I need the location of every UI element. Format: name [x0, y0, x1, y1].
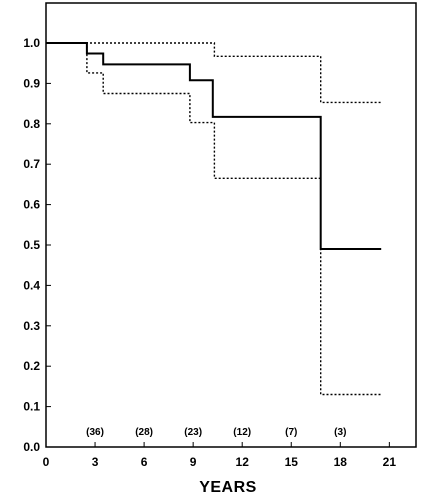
- risk-count-label: (36): [86, 427, 104, 438]
- y-tick-label: 0.3: [23, 319, 40, 333]
- y-tick-label: 0.8: [23, 117, 40, 131]
- y-tick-label: 0.4: [23, 278, 40, 292]
- plot-frame: [45, 2, 417, 448]
- y-axis: 0.0 0.1 0.2 0.3 0.4 0.5 0.6 0.7 0.8 0.9 1.0: [23, 36, 51, 454]
- confidence-bound-line: [46, 42, 382, 104]
- x-axis-title: YEARS: [199, 479, 257, 496]
- risk-count-label: (23): [184, 427, 202, 438]
- y-tick-label: 0.9: [23, 76, 40, 90]
- y-tick-label: 0.6: [23, 198, 40, 212]
- x-tick-label: 0: [43, 455, 50, 469]
- x-tick-label: 12: [236, 455, 250, 469]
- x-axis: 0 3 6 9 12 15 18 21: [43, 442, 397, 469]
- x-tick-label: 21: [383, 455, 397, 469]
- x-tick-label: 9: [190, 455, 197, 469]
- numbers-at-risk: (36) (28) (23) (12) (7) (3): [86, 427, 346, 438]
- x-tick-label: 18: [334, 455, 348, 469]
- x-tick-label: 6: [141, 455, 148, 469]
- risk-count-label: (28): [135, 427, 153, 438]
- risk-count-label: (7): [285, 427, 297, 438]
- confidence-bound-line: [46, 42, 382, 396]
- y-tick-label: 0.2: [23, 359, 40, 373]
- y-tick-label: 1.0: [23, 36, 40, 50]
- y-tick-label: 0.0: [23, 440, 40, 454]
- x-tick-label: 3: [92, 455, 99, 469]
- series-layer: [46, 42, 382, 396]
- y-tick-label: 0.1: [23, 400, 40, 414]
- y-tick-label: 0.7: [23, 157, 40, 171]
- risk-count-label: (12): [233, 427, 251, 438]
- survival-estimate-line: [46, 42, 382, 250]
- risk-count-label: (3): [334, 427, 346, 438]
- y-tick-label: 0.5: [23, 238, 40, 252]
- x-tick-label: 15: [285, 455, 299, 469]
